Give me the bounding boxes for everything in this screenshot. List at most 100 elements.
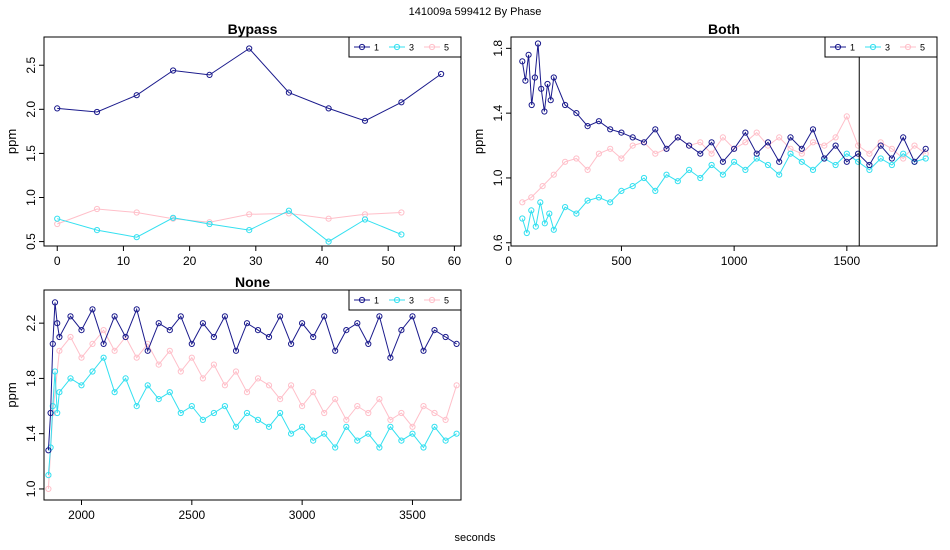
- x-tick-label: 1000: [721, 254, 748, 268]
- y-tick-label: 0.5: [24, 233, 38, 250]
- plot-frame: [43, 36, 462, 247]
- x-tick-label: 60: [448, 254, 462, 268]
- series-3-point: [67, 375, 74, 382]
- series-3-point: [832, 161, 839, 169]
- series-3-point: [541, 220, 548, 227]
- global-xlabel: seconds: [455, 532, 496, 544]
- series-3-point: [546, 210, 553, 217]
- series-1-point: [798, 145, 805, 152]
- series-5-point: [232, 368, 240, 375]
- series-3-point: [354, 437, 361, 444]
- series-3-point: [246, 227, 253, 234]
- series-3-point: [708, 161, 715, 169]
- legend-marker-3: [393, 43, 401, 51]
- series-1-point: [731, 145, 738, 152]
- series-5-point: [697, 139, 704, 146]
- series-3-point: [686, 166, 693, 173]
- series-1-point: [277, 313, 284, 320]
- legend-marker-5: [428, 296, 436, 304]
- series-5-point: [111, 347, 118, 354]
- y-tick-label: 1.8: [491, 40, 505, 57]
- legend-marker-5: [904, 43, 912, 51]
- series-5-point: [442, 416, 449, 423]
- series-1-point: [888, 155, 896, 162]
- series-1-point: [855, 150, 862, 157]
- series-5-point: [742, 139, 749, 146]
- series-1-point: [584, 123, 591, 130]
- series-5-point: [332, 396, 339, 403]
- y-tick-label: 2.0: [24, 101, 38, 118]
- series-3-line: [47, 356, 457, 476]
- x-tick-label: 2500: [178, 508, 205, 522]
- series-5-point: [832, 134, 839, 141]
- series-1-point: [866, 161, 873, 169]
- legend: 1 3 5: [824, 36, 938, 58]
- series-1-point: [285, 89, 292, 96]
- series-3-point: [523, 229, 530, 237]
- series-5-point: [607, 145, 614, 152]
- series-5-point: [539, 183, 546, 190]
- series-1-point: [89, 306, 96, 313]
- series-1-point: [538, 85, 545, 92]
- series-1-point: [93, 108, 101, 116]
- series-5-point: [888, 145, 896, 152]
- series-1-point: [821, 155, 828, 162]
- series-1-point: [442, 333, 449, 341]
- series-1-point: [54, 105, 61, 112]
- series-3-point: [855, 158, 862, 165]
- series-3-point: [133, 403, 140, 410]
- series-1-point: [170, 67, 177, 74]
- series-3-point: [54, 409, 61, 417]
- series-3-point: [640, 174, 648, 182]
- series-5-point: [652, 150, 659, 157]
- series-1-point: [133, 306, 140, 313]
- legend-label: 3: [885, 43, 890, 53]
- series-3-point: [731, 158, 738, 165]
- series-3-point: [537, 199, 544, 206]
- series-1-point: [922, 145, 929, 152]
- series-1-line: [57, 47, 442, 122]
- series-1-point: [265, 333, 273, 341]
- series-3-point: [210, 409, 217, 417]
- plot-frame: [510, 36, 938, 247]
- series-5-point: [365, 409, 372, 417]
- series-1-point: [629, 134, 636, 141]
- series-3-point: [843, 150, 850, 157]
- series-5-point: [265, 382, 273, 389]
- series-1-point: [674, 134, 681, 141]
- y-tick-label: 1.0: [24, 480, 38, 497]
- series-1-point: [534, 40, 542, 47]
- y-axis-label: ppm: [471, 129, 486, 154]
- series-1-point: [719, 158, 727, 165]
- series-1-point: [376, 313, 383, 320]
- x-tick-label: 1500: [833, 254, 860, 268]
- series-5-point: [56, 347, 63, 354]
- series-5-point: [133, 354, 140, 361]
- series-1-point: [544, 80, 551, 88]
- series-3-point: [144, 382, 151, 389]
- series-1-point: [843, 158, 850, 165]
- series-5-point: [45, 485, 52, 492]
- series-5-point: [78, 354, 85, 361]
- series-3-point: [584, 197, 591, 204]
- series-3-point: [431, 423, 438, 430]
- y-tick-label: 1.0: [491, 169, 505, 186]
- series-3-point: [93, 227, 101, 234]
- series-3-point: [45, 472, 52, 479]
- series-1-point: [776, 158, 783, 165]
- series-5-point: [93, 205, 101, 213]
- series-3-point: [764, 161, 772, 169]
- series-1-point: [438, 70, 445, 78]
- series-3-point: [285, 207, 292, 214]
- series-5-point: [855, 142, 862, 149]
- legend-marker-3: [869, 43, 877, 51]
- series-1-point: [325, 105, 332, 112]
- series-3-point: [618, 187, 625, 194]
- series-1-point: [595, 118, 603, 125]
- plot-area: [45, 299, 460, 492]
- series-1-point: [122, 333, 129, 341]
- plot-area: [519, 40, 929, 237]
- series-1-point: [188, 340, 195, 347]
- series-1-point: [299, 320, 306, 327]
- series-1-point: [47, 409, 54, 417]
